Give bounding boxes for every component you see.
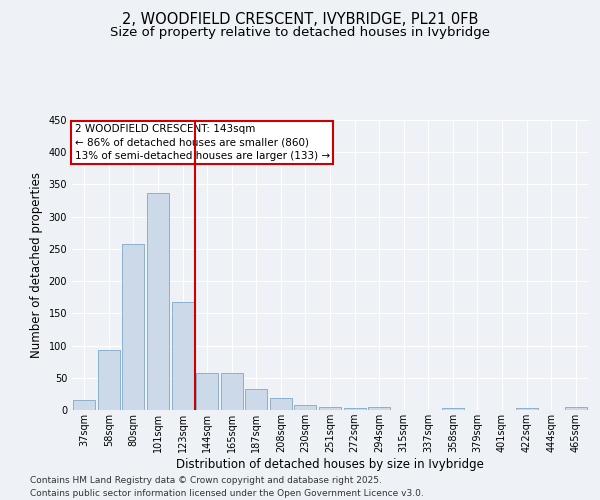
Text: Contains HM Land Registry data © Crown copyright and database right 2025.
Contai: Contains HM Land Registry data © Crown c… — [30, 476, 424, 498]
Text: Size of property relative to detached houses in Ivybridge: Size of property relative to detached ho… — [110, 26, 490, 39]
Y-axis label: Number of detached properties: Number of detached properties — [30, 172, 43, 358]
Bar — [196, 374, 218, 410]
Bar — [172, 302, 194, 410]
Bar — [98, 350, 120, 410]
Bar — [319, 407, 341, 410]
Text: 2 WOODFIELD CRESCENT: 143sqm
← 86% of detached houses are smaller (860)
13% of s: 2 WOODFIELD CRESCENT: 143sqm ← 86% of de… — [74, 124, 330, 161]
Bar — [245, 388, 268, 410]
Text: 2, WOODFIELD CRESCENT, IVYBRIDGE, PL21 0FB: 2, WOODFIELD CRESCENT, IVYBRIDGE, PL21 0… — [122, 12, 478, 28]
Bar — [147, 194, 169, 410]
Bar — [122, 244, 145, 410]
Bar — [368, 408, 390, 410]
Bar — [442, 408, 464, 410]
X-axis label: Distribution of detached houses by size in Ivybridge: Distribution of detached houses by size … — [176, 458, 484, 471]
Bar — [221, 374, 243, 410]
Bar — [515, 408, 538, 410]
Bar — [565, 408, 587, 410]
Bar — [344, 408, 365, 410]
Bar — [73, 400, 95, 410]
Bar — [270, 398, 292, 410]
Bar — [295, 406, 316, 410]
